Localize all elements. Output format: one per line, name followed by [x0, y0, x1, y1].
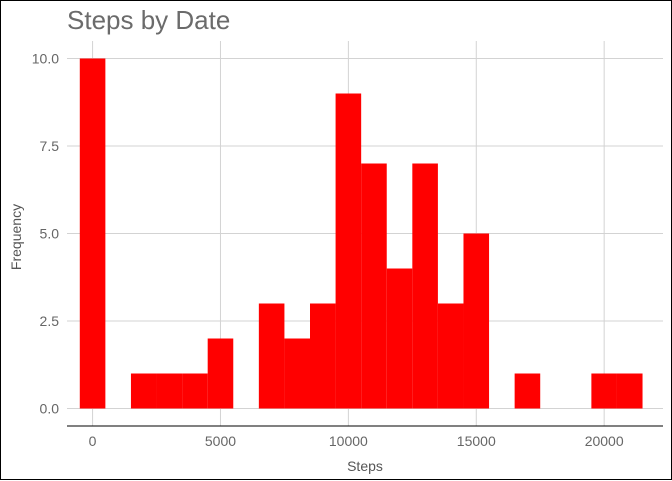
histogram-bar [156, 373, 183, 409]
y-tick-label: 2.5 [40, 313, 60, 329]
histogram-bar [258, 303, 285, 409]
y-tick-label: 0.0 [40, 401, 60, 417]
histogram-bar [79, 58, 106, 409]
x-tick-label: 5000 [205, 433, 236, 449]
y-tick-label: 5.0 [40, 226, 60, 242]
histogram-bar [591, 373, 617, 409]
y-tick-label: 7.5 [40, 138, 60, 154]
histogram-bar [130, 373, 157, 409]
histogram-bar [335, 93, 362, 409]
x-axis-title: Steps [347, 458, 383, 474]
y-axis-title: Frequency [8, 204, 24, 270]
histogram-bar [514, 373, 541, 409]
histogram-bar [310, 303, 336, 409]
histogram-bar [284, 338, 311, 409]
chart-title: Steps by Date [67, 5, 230, 35]
y-tick-labels: 0.0 2.5 5.0 7.5 10.0 [32, 51, 59, 417]
histogram-bar [386, 268, 413, 409]
y-tick-label: 10.0 [32, 51, 59, 67]
histogram-bar [361, 163, 387, 409]
histogram-bar [616, 373, 643, 409]
bars [79, 58, 643, 409]
x-tick-label: 15000 [457, 433, 496, 449]
histogram-bar [207, 338, 234, 409]
x-tick-label: 20000 [585, 433, 624, 449]
x-tick-label: 10000 [329, 433, 368, 449]
histogram-bar [463, 233, 490, 409]
histogram-bar [412, 163, 438, 409]
histogram-bar [182, 373, 208, 409]
x-tick-labels: 0 5000 10000 15000 20000 [89, 433, 624, 449]
x-tick-label: 0 [89, 433, 97, 449]
histogram-bar [437, 303, 464, 409]
